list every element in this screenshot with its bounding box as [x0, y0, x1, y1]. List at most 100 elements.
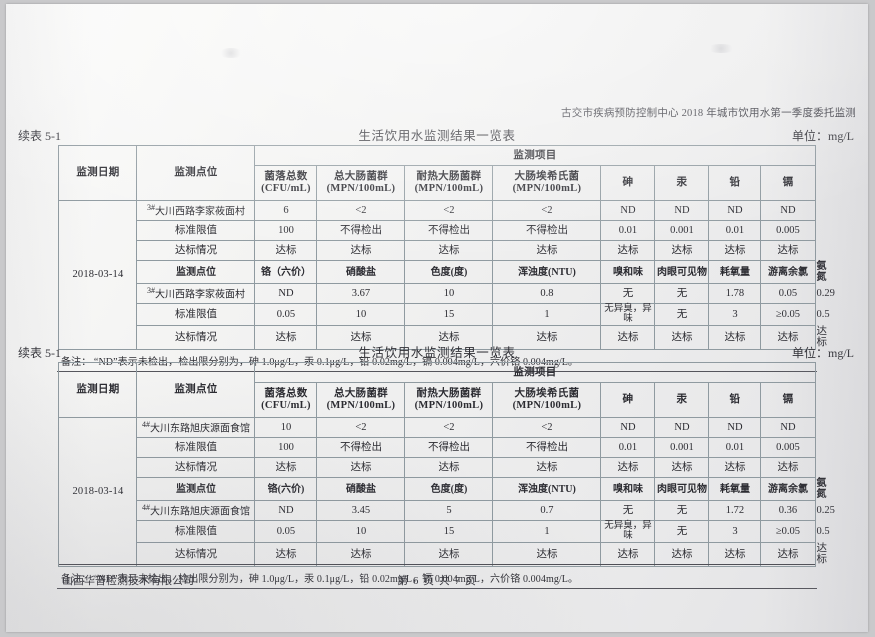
- cell: 达标: [708, 457, 762, 478]
- cell: 达标: [760, 541, 816, 567]
- cell: 达标: [316, 541, 406, 567]
- header-chromium: 铬（六价）: [254, 260, 318, 284]
- cell: 1: [492, 520, 602, 543]
- table-caption: 续表 5-1 生活饮用水监测结果一览表 单位：mg/L: [6, 343, 868, 362]
- cell: 无: [654, 520, 710, 543]
- row-label-status: 达标情况: [136, 541, 256, 567]
- site-index: 4#: [141, 502, 150, 512]
- site-name: 3#大川西路李家莜面村: [136, 283, 256, 304]
- header-visible-matter: 肉眼可见物: [654, 260, 710, 284]
- cell: 达标: [600, 324, 656, 350]
- cell: 0.8: [492, 283, 602, 304]
- cell: 10: [254, 417, 318, 438]
- cell: 达标: [654, 541, 710, 567]
- cell: 达标: [654, 240, 710, 261]
- cell: 1.72: [708, 500, 762, 521]
- cell: 5: [404, 500, 494, 521]
- header-free-chlorine: 游离余氯: [760, 260, 816, 284]
- cell: 1.78: [708, 283, 762, 304]
- header-chroma: 色度(度): [404, 260, 494, 284]
- cell: <2: [316, 200, 406, 221]
- cell: 达标: [492, 457, 602, 478]
- header-group: 监测项目: [254, 145, 816, 166]
- site-name: 4#大川东路旭庆源面食馆: [136, 500, 256, 521]
- table-number: 续表 5-1: [18, 129, 61, 143]
- cell: 达标: [254, 240, 318, 261]
- cell: 不得检出: [316, 220, 406, 241]
- monitoring-result-table: 监测日期 监测点位 监测项目 菌落总数 (CFU/mL) 总大肠菌群 (MPN/…: [58, 362, 835, 567]
- header-free-chlorine: 游离余氯: [760, 477, 816, 501]
- footer-page-number: 第 6 页 共 7 页: [397, 575, 477, 587]
- cell: 3.67: [316, 283, 406, 304]
- row-label-limit: 标准限值: [136, 220, 256, 241]
- header-oxygen-consumed: 耗氧量: [708, 477, 762, 501]
- cell: 达标: [404, 240, 494, 261]
- cell: <2: [316, 417, 406, 438]
- cell: 达标: [708, 324, 762, 350]
- cell: 3.45: [316, 500, 406, 521]
- cell: 达标: [760, 240, 816, 261]
- table-caption: 续表 5-1 生活饮用水监测结果一览表 单位：mg/L: [6, 126, 868, 145]
- table-row: 4#大川东路旭庆源面食馆 ND 3.45 5 0.7 无 无 1.72 0.36…: [59, 500, 835, 521]
- header-turbidity: 浑浊度(NTU): [492, 477, 602, 501]
- table-header-row: 监测日期 监测点位 监测项目: [58, 362, 816, 418]
- cell: 达标: [492, 324, 602, 350]
- cell: 不得检出: [492, 220, 602, 241]
- header-chromium: 铬(六价): [254, 477, 318, 501]
- header-ecoli: 大肠埃希氏菌 (MPN/100mL): [492, 165, 602, 201]
- cell: 达标: [254, 457, 318, 478]
- cell: 0.01: [708, 437, 762, 458]
- header-total-coliform: 总大肠菌群 (MPN/100mL): [316, 382, 406, 418]
- header-site-2: 监测点位: [136, 260, 256, 284]
- table-unit: 单位：mg/L: [792, 346, 854, 360]
- header-total-coliform: 总大肠菌群 (MPN/100mL): [316, 165, 406, 201]
- site-name: 3#大川西路李家莜面村: [136, 200, 256, 221]
- header-thermotolerant-coliform: 耐热大肠菌群 (MPN/100mL): [404, 165, 494, 201]
- site-name: 4#大川东路旭庆源面食馆: [136, 417, 256, 438]
- header-colony-count: 菌落总数 (CFU/mL): [254, 382, 318, 418]
- scanned-page: 古交市疾病预防控制中心 2018 年城市饮用水第一季度委托监测 续表 5-1 生…: [6, 4, 868, 632]
- table-row: 标准限值 100 不得检出 不得检出 不得检出 0.01 0.001 0.01 …: [59, 220, 816, 241]
- cell: 达标: [600, 457, 656, 478]
- cell: 0.05: [254, 520, 318, 543]
- table-row: 标准限值 0.05 10 15 1 无异臭，异味 无 3 ≥0.05 0.5: [59, 303, 830, 326]
- cell: 达标: [600, 541, 656, 567]
- header-cadmium: 镉: [760, 165, 816, 201]
- cell: 0.36: [760, 500, 816, 521]
- cell: 达标: [404, 541, 494, 567]
- cell: 1: [492, 303, 602, 326]
- cell: ≥0.05: [760, 520, 816, 543]
- cell: ND: [654, 200, 710, 221]
- cell: <2: [492, 200, 602, 221]
- cell: 达标: [654, 457, 710, 478]
- header-turbidity: 浑浊度(NTU): [492, 260, 602, 284]
- header-visible-matter: 肉眼可见物: [654, 477, 710, 501]
- cell: 达标: [760, 324, 816, 350]
- header-nitrate: 硝酸盐: [316, 260, 406, 284]
- monitoring-result-table: 监测日期 监测点位 监测项目 菌落总数 (CFU/mL) 总大肠菌群 (MPN/…: [58, 145, 835, 350]
- cell: 不得检出: [404, 220, 494, 241]
- table-unit: 单位：mg/L: [792, 129, 854, 143]
- document-content: 古交市疾病预防控制中心 2018 年城市饮用水第一季度委托监测 续表 5-1 生…: [6, 4, 868, 632]
- table-row: 标准限值 0.05 10 15 1 无异臭，异味 无 3 ≥0.05 0.5: [59, 520, 830, 543]
- cell: 0.01: [600, 220, 656, 241]
- monitor-date: 2018-03-14: [58, 200, 138, 350]
- cell: ND: [254, 500, 318, 521]
- cell: ND: [254, 283, 318, 304]
- cell: 达标: [708, 541, 762, 567]
- table-subheader-row-2: 监测点位 铬（六价） 硝酸盐 色度(度) 浑浊度(NTU) 嗅和味 肉眼可见物 …: [59, 260, 827, 284]
- cell: ND: [600, 200, 656, 221]
- row-label-status: 达标情况: [136, 240, 256, 261]
- report-table-block-2: 续表 5-1 生活饮用水监测结果一览表 单位：mg/L 监测日期 监测点位 监测…: [6, 343, 868, 589]
- header-group: 监测项目: [254, 362, 816, 383]
- cell: 3: [708, 303, 762, 326]
- cell: 达标: [404, 457, 494, 478]
- table-row: 标准限值 100 不得检出 不得检出 不得检出 0.01 0.001 0.01 …: [59, 437, 816, 458]
- header-site-2: 监测点位: [136, 477, 256, 501]
- cell: 达标: [654, 324, 710, 350]
- row-label-limit: 标准限值: [136, 437, 256, 458]
- report-table-block-1: 续表 5-1 生活饮用水监测结果一览表 单位：mg/L 监测日期 监测点位 监测…: [6, 126, 868, 372]
- cell: ND: [600, 417, 656, 438]
- header-date: 监测日期: [58, 362, 138, 418]
- cell: 达标: [600, 240, 656, 261]
